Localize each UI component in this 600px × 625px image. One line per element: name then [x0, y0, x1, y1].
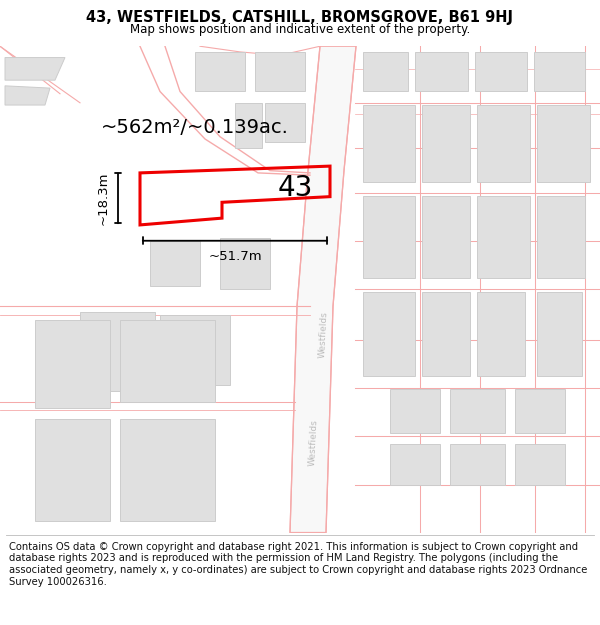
- Polygon shape: [477, 196, 530, 278]
- Text: ~51.7m: ~51.7m: [208, 250, 262, 262]
- Polygon shape: [422, 292, 470, 376]
- Polygon shape: [235, 102, 262, 148]
- Text: Westfields: Westfields: [307, 419, 319, 466]
- Polygon shape: [35, 419, 110, 521]
- Polygon shape: [450, 389, 505, 433]
- Polygon shape: [390, 444, 440, 485]
- Polygon shape: [477, 105, 530, 182]
- Polygon shape: [475, 52, 527, 91]
- Polygon shape: [150, 241, 200, 286]
- Text: ~562m²/~0.139ac.: ~562m²/~0.139ac.: [101, 118, 289, 137]
- Text: 43, WESTFIELDS, CATSHILL, BROMSGROVE, B61 9HJ: 43, WESTFIELDS, CATSHILL, BROMSGROVE, B6…: [86, 10, 514, 25]
- Polygon shape: [363, 52, 408, 91]
- Text: 43: 43: [277, 174, 313, 202]
- Polygon shape: [537, 105, 590, 182]
- Polygon shape: [290, 46, 356, 532]
- Text: Westfields: Westfields: [317, 311, 329, 358]
- Polygon shape: [515, 389, 565, 433]
- Text: ~18.3m: ~18.3m: [97, 171, 110, 224]
- Polygon shape: [422, 105, 470, 182]
- Polygon shape: [537, 196, 585, 278]
- Polygon shape: [120, 320, 215, 402]
- Polygon shape: [415, 52, 468, 91]
- Polygon shape: [363, 105, 415, 182]
- Polygon shape: [422, 196, 470, 278]
- Polygon shape: [390, 389, 440, 433]
- Polygon shape: [265, 102, 305, 142]
- Polygon shape: [255, 52, 305, 91]
- Text: Contains OS data © Crown copyright and database right 2021. This information is : Contains OS data © Crown copyright and d…: [9, 542, 587, 586]
- Polygon shape: [220, 239, 270, 289]
- Polygon shape: [195, 52, 245, 91]
- Polygon shape: [80, 312, 155, 391]
- Polygon shape: [5, 58, 65, 80]
- Polygon shape: [477, 292, 525, 376]
- Polygon shape: [537, 292, 582, 376]
- Polygon shape: [515, 444, 565, 485]
- Polygon shape: [120, 419, 215, 521]
- Polygon shape: [534, 52, 585, 91]
- Polygon shape: [5, 86, 50, 105]
- Polygon shape: [160, 316, 230, 386]
- Polygon shape: [363, 196, 415, 278]
- Polygon shape: [450, 444, 505, 485]
- Polygon shape: [35, 320, 110, 408]
- Polygon shape: [363, 292, 415, 376]
- Text: Map shows position and indicative extent of the property.: Map shows position and indicative extent…: [130, 23, 470, 36]
